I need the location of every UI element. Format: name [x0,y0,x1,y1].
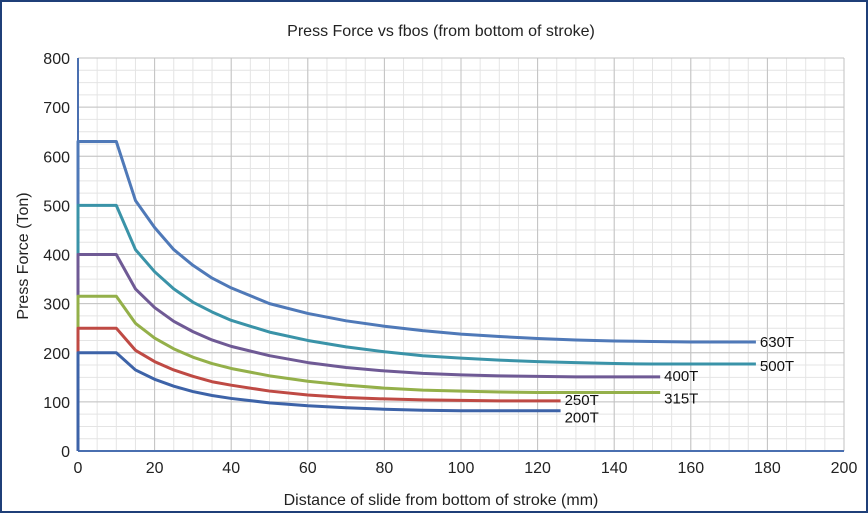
series-line-315t [76,294,661,451]
x-tick-label: 20 [146,460,164,477]
y-tick-label: 700 [43,100,70,117]
x-tick-label: 40 [222,460,240,477]
y-tick-label: 500 [43,198,70,215]
x-tick-label: 80 [376,460,394,477]
y-tick-label: 300 [43,297,70,314]
y-axis-label: Press Force (Ton) [15,192,32,319]
series-label-630t: 630T [760,334,794,351]
y-tick-label: 200 [43,346,70,363]
x-tick-label: 100 [448,460,475,477]
series-label-200t: 200T [565,410,599,427]
series-label-500t: 500T [760,358,794,375]
series-label-315t: 315T [664,391,698,408]
x-tick-label: 180 [754,460,781,477]
y-tick-label: 800 [43,51,70,68]
y-tick-label: 600 [43,149,70,166]
series-line-400t [76,253,661,451]
series-label-250t: 250T [565,392,599,409]
series-line-250t [76,326,561,451]
series-label-400t: 400T [664,368,698,385]
series-line-200t [76,351,561,451]
x-tick-label: 200 [831,460,858,477]
grid [77,57,845,452]
x-tick-label: 120 [524,460,551,477]
x-tick-label: 160 [677,460,704,477]
chart-title: Press Force vs fbos (from bottom of stro… [287,23,595,40]
tick-labels: 0 20 40 60 80 100 120 140 160 180 200 0 100 200 300 400… [43,51,857,477]
y-tick-label: 0 [61,444,70,461]
x-tick-label: 0 [74,460,83,477]
series-line-630t [76,140,756,451]
y-tick-label: 400 [43,248,70,265]
series-line-500t [76,203,756,451]
x-tick-label: 60 [299,460,317,477]
x-tick-label: 140 [601,460,628,477]
x-axis-label: Distance of slide from bottom of stroke … [284,492,599,509]
series-lines [76,140,756,451]
y-tick-label: 100 [43,395,70,412]
